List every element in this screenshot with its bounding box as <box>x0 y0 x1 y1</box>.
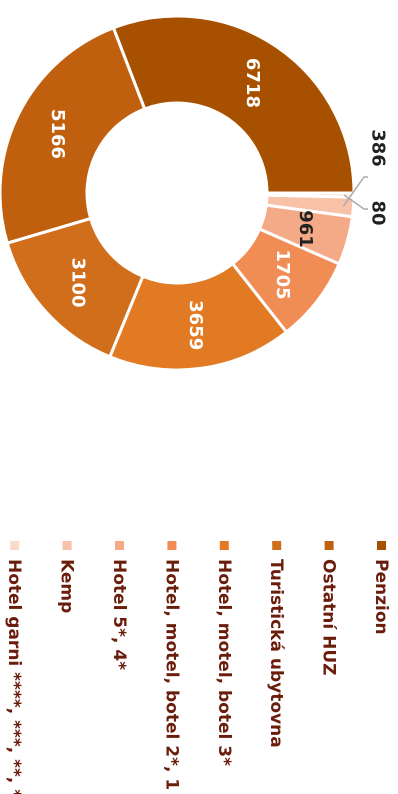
legend-item-hotel-motel-botel-2-1: Hotel, motel, botel 2*, 1 <box>161 541 181 790</box>
legend-label-hotel-motel-botel-2-1: Hotel, motel, botel 2*, 1 <box>161 559 181 790</box>
legend-swatch-hotel-motel-botel-3 <box>219 541 229 550</box>
legend-label-hotel-motel-botel-3: Hotel, motel, botel 3* <box>214 559 234 766</box>
legend-label-hotel-garni: Hotel garni ****, ***, **, * <box>4 559 24 794</box>
leader-line-kemp <box>342 176 368 207</box>
legend-item-turistick-ubytovna: Turistická ubytovna <box>266 541 286 748</box>
legend-swatch-ostatn-huz <box>324 541 334 550</box>
slice-ostatn-huz <box>0 25 147 246</box>
legend-item-kemp: Kemp <box>57 541 77 613</box>
slice-label-kemp: 386 <box>368 129 389 167</box>
slice-label-hotel-5-4: 961 <box>295 210 316 248</box>
slice-label-ostatn-huz: 5166 <box>47 109 68 159</box>
legend-label-kemp: Kemp <box>57 559 77 613</box>
legend-label-turistick-ubytovna: Turistická ubytovna <box>266 559 286 748</box>
legend-swatch-turistick-ubytovna <box>272 541 282 550</box>
legend-item-hotel-motel-botel-3: Hotel, motel, botel 3* <box>214 541 234 766</box>
legend-swatch-hotel-garni <box>10 541 20 550</box>
slice-hotel-garni <box>265 191 356 199</box>
legend-item-hotel-garni: Hotel garni ****, ***, **, * <box>4 541 24 794</box>
slice-label-penzion: 6718 <box>242 58 263 108</box>
slice-label-hotel-motel-botel-2-1: 1705 <box>272 250 293 300</box>
legend-label-penzion: Penzion <box>371 559 391 635</box>
leader-line-hotel-garni <box>343 194 368 210</box>
legend-label-ostatn-huz: Ostatní HUZ <box>319 559 339 676</box>
legend-swatch-kemp <box>62 541 72 550</box>
slice-label-hotel-garni: 80 <box>368 200 389 225</box>
legend-item-hotel-5-4: Hotel 5*, 4* <box>109 541 129 670</box>
legend-swatch-hotel-5-4 <box>115 541 124 550</box>
legend-item-ostatn-huz: Ostatní HUZ <box>319 541 339 676</box>
legend-swatch-hotel-motel-botel-2-1 <box>167 541 177 550</box>
slice-label-turistick-ubytovna: 3100 <box>67 257 88 307</box>
slice-label-hotel-motel-botel-3: 3659 <box>185 300 206 350</box>
legend-item-penzion: Penzion <box>371 541 391 635</box>
donut-slices <box>0 14 356 372</box>
slice-penzion <box>111 14 356 195</box>
legend-label-hotel-5-4: Hotel 5*, 4* <box>109 559 129 670</box>
legend: Penzion Ostatní HUZ Turistická ubytovna Hot… <box>4 541 391 794</box>
legend-swatch-penzion <box>377 541 386 550</box>
